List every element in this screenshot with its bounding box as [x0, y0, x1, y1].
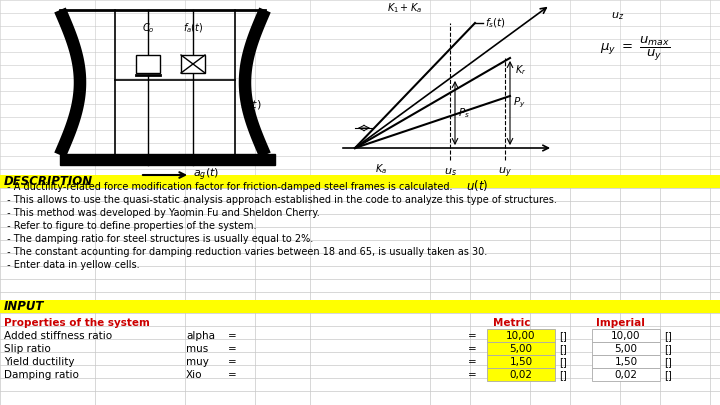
- Text: $f_r(t)$: $f_r(t)$: [240, 98, 261, 112]
- Text: $u_s$: $u_s$: [444, 166, 456, 178]
- Text: $K_r$: $K_r$: [515, 63, 526, 77]
- Text: Xio: Xio: [186, 370, 202, 380]
- Text: 0,02: 0,02: [614, 371, 637, 380]
- Text: - A ductility-related force modification factor for friction-damped steel frames: - A ductility-related force modification…: [4, 182, 452, 192]
- Text: $u_y$: $u_y$: [498, 166, 512, 180]
- Text: []: []: [664, 344, 672, 354]
- Text: =: =: [228, 344, 237, 354]
- Text: 5,00: 5,00: [614, 344, 637, 354]
- Text: $u_z$: $u_z$: [611, 10, 625, 22]
- Bar: [487, 368, 555, 381]
- Text: 1,50: 1,50: [510, 358, 533, 367]
- Text: $\mu_y \ = \ \dfrac{u_{max}}{u_y}$: $\mu_y \ = \ \dfrac{u_{max}}{u_y}$: [600, 35, 670, 63]
- Text: 5,00: 5,00: [510, 344, 533, 354]
- Text: $u(t)$: $u(t)$: [466, 178, 488, 193]
- Bar: [0, 175, 720, 188]
- Bar: [592, 329, 660, 342]
- Text: []: []: [559, 358, 567, 367]
- Text: 1,50: 1,50: [614, 358, 638, 367]
- Text: =: =: [468, 344, 477, 354]
- Text: []: []: [559, 331, 567, 341]
- Text: []: []: [664, 358, 672, 367]
- Text: []: []: [559, 371, 567, 380]
- Text: =: =: [468, 357, 477, 367]
- Text: $K_1+K_a$: $K_1+K_a$: [387, 1, 423, 15]
- Text: =: =: [468, 370, 477, 380]
- Bar: [592, 342, 660, 355]
- Text: Properties of the system: Properties of the system: [4, 318, 150, 328]
- Bar: [181, 55, 205, 73]
- Text: []: []: [664, 331, 672, 341]
- Text: $C_o$: $C_o$: [142, 21, 154, 35]
- Text: - This allows to use the quasi-static analysis approach established in the code : - This allows to use the quasi-static an…: [4, 195, 557, 205]
- Text: =: =: [228, 370, 237, 380]
- Bar: [487, 342, 555, 355]
- Text: 0,02: 0,02: [510, 371, 533, 380]
- Text: []: []: [559, 344, 567, 354]
- Text: Slip ratio: Slip ratio: [4, 344, 50, 354]
- Bar: [0, 300, 720, 313]
- Text: Metric: Metric: [493, 318, 531, 328]
- Text: mus: mus: [186, 344, 208, 354]
- Text: INPUT: INPUT: [4, 300, 45, 313]
- Text: $f_a(t)$: $f_a(t)$: [183, 21, 203, 35]
- Text: =: =: [468, 331, 477, 341]
- Text: $f_s(t)$: $f_s(t)$: [485, 16, 506, 30]
- Bar: [592, 368, 660, 381]
- Text: - This method was developed by Yaomin Fu and Sheldon Cherry.: - This method was developed by Yaomin Fu…: [4, 208, 320, 218]
- Bar: [487, 329, 555, 342]
- Text: Imperial: Imperial: [596, 318, 645, 328]
- Text: 10,00: 10,00: [611, 331, 641, 341]
- Text: alpha: alpha: [186, 331, 215, 341]
- Text: - The constant acounting for damping reduction varies between 18 and 65, is usua: - The constant acounting for damping red…: [4, 247, 487, 257]
- Text: $a_g(t)$: $a_g(t)$: [193, 167, 219, 183]
- Text: $P_y$: $P_y$: [513, 96, 526, 110]
- Bar: [60, 154, 275, 165]
- Text: - Enter data in yellow cells.: - Enter data in yellow cells.: [4, 260, 140, 270]
- Text: Damping ratio: Damping ratio: [4, 370, 79, 380]
- Bar: [136, 55, 160, 73]
- Text: $P_s$: $P_s$: [458, 106, 470, 120]
- Text: DESCRIPTION: DESCRIPTION: [4, 175, 93, 188]
- Text: Yield ductility: Yield ductility: [4, 357, 74, 367]
- Bar: [487, 355, 555, 368]
- Bar: [592, 355, 660, 368]
- Text: $K_a$: $K_a$: [375, 162, 387, 176]
- Text: =: =: [228, 331, 237, 341]
- Text: muy: muy: [186, 357, 209, 367]
- Text: 10,00: 10,00: [506, 331, 536, 341]
- Text: =: =: [228, 357, 237, 367]
- Text: - Refer to figure to define properties of the system.: - Refer to figure to define properties o…: [4, 221, 256, 231]
- Text: []: []: [664, 371, 672, 380]
- Text: Added stiffness ratio: Added stiffness ratio: [4, 331, 112, 341]
- Text: - The damping ratio for steel structures is usually equal to 2%.: - The damping ratio for steel structures…: [4, 234, 313, 244]
